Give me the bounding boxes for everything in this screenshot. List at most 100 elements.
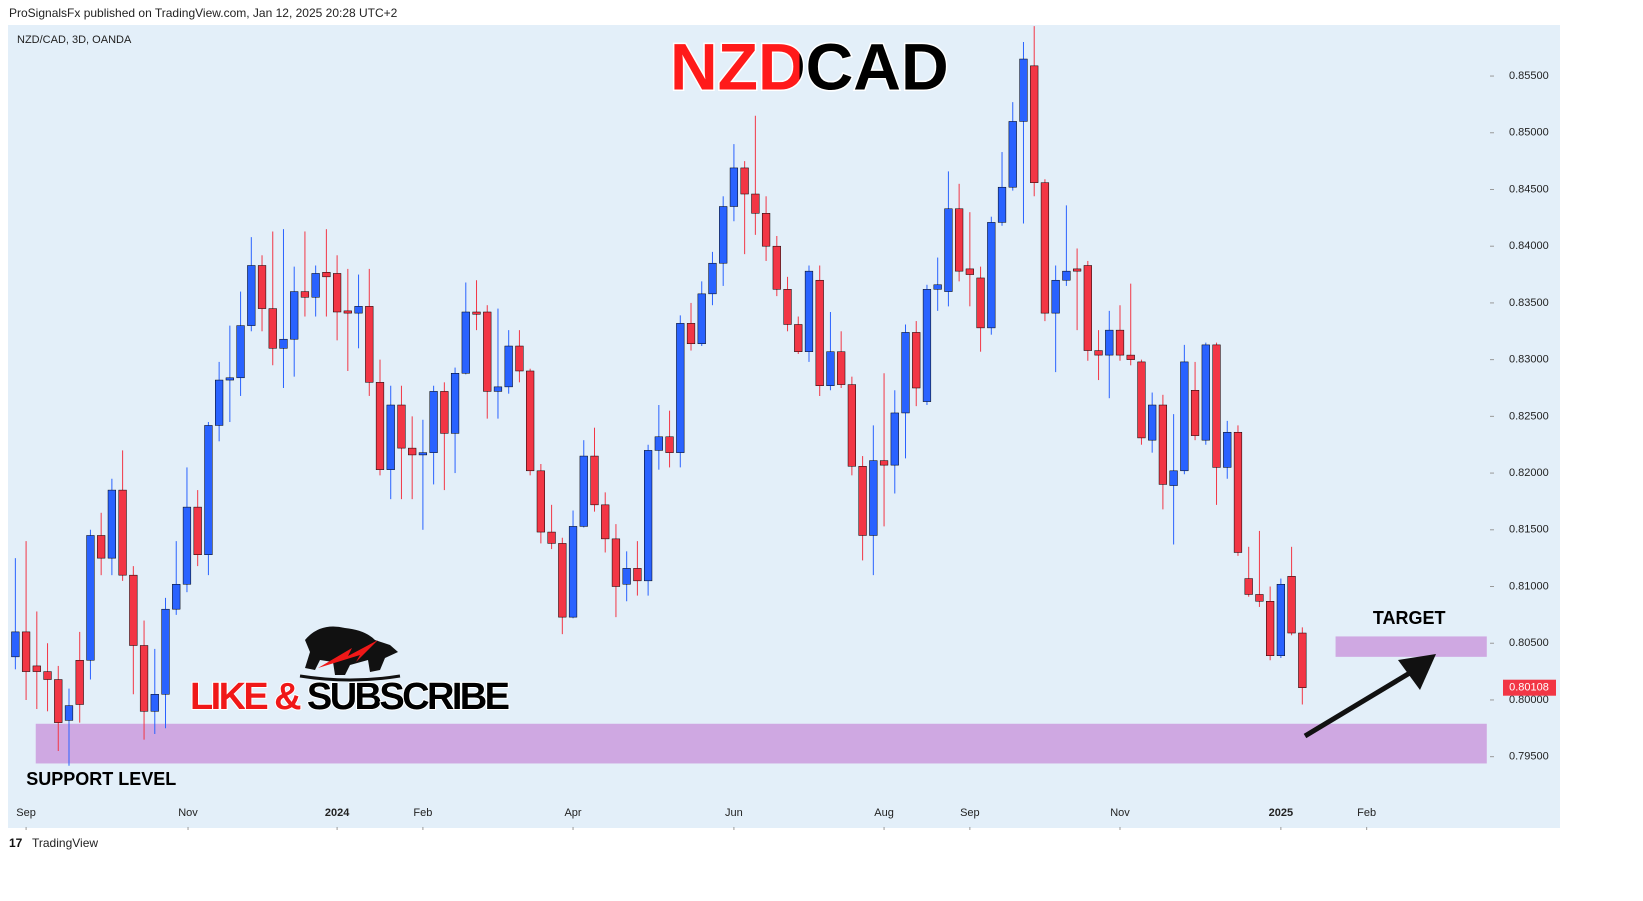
- candle-body: [729, 167, 739, 207]
- x-tick-label: Sep: [960, 807, 980, 819]
- candle-body: [761, 213, 771, 247]
- candle-body: [644, 450, 653, 582]
- candle-body: [1137, 361, 1146, 439]
- candle-body: [1233, 431, 1243, 553]
- candle-body: [204, 425, 213, 556]
- candle-body: [311, 273, 320, 298]
- candle-body: [1298, 632, 1307, 688]
- candle-body: [997, 186, 1007, 223]
- candle-body: [1201, 344, 1210, 441]
- candle-body: [526, 370, 535, 472]
- candle-body: [1244, 578, 1253, 595]
- candle-body: [1266, 601, 1275, 656]
- candle-body: [676, 323, 685, 453]
- candle-body: [611, 538, 621, 587]
- candle-body: [1062, 270, 1071, 281]
- candle-body: [21, 631, 31, 672]
- candle-body: [965, 268, 974, 275]
- symbol-label: NZD/CAD, 3D, OANDA: [17, 34, 132, 46]
- candle-body: [429, 391, 438, 453]
- candle-body: [139, 645, 149, 712]
- x-tick-label: 2024: [325, 807, 350, 819]
- candle-body: [1051, 279, 1060, 314]
- candle-body: [450, 373, 460, 434]
- last-price-box: [1503, 679, 1556, 696]
- candle-body: [236, 325, 245, 379]
- candle-body: [107, 489, 116, 559]
- candle-body: [1072, 268, 1082, 272]
- candle-body: [622, 568, 631, 585]
- candle-body: [97, 535, 106, 559]
- x-tick-label: Feb: [413, 807, 432, 819]
- candle-body: [601, 504, 610, 540]
- y-tick-label: 0.81500: [1509, 524, 1549, 536]
- candle-body: [118, 489, 127, 576]
- candle-body: [279, 338, 288, 349]
- candle-body: [837, 351, 846, 385]
- candle-body: [590, 455, 599, 506]
- candle-body: [654, 436, 663, 451]
- candle-body: [558, 543, 567, 618]
- y-tick-label: 0.83000: [1509, 354, 1549, 366]
- bull-logo: [299, 626, 401, 682]
- candle-body: [365, 306, 374, 383]
- candle-body: [579, 455, 588, 527]
- candle-body: [182, 506, 192, 585]
- y-tick-label: 0.81000: [1509, 580, 1549, 592]
- y-tick-label: 0.82000: [1509, 467, 1549, 479]
- candle-body: [1190, 390, 1200, 436]
- zone: [35, 723, 1487, 764]
- candle-body: [944, 208, 953, 292]
- candle-body: [955, 208, 964, 272]
- candle-body: [54, 679, 63, 723]
- x-tick-label: Feb: [1357, 807, 1376, 819]
- candle-body: [343, 310, 352, 314]
- candle-body: [472, 311, 481, 315]
- candle-body: [794, 324, 803, 352]
- candle-body: [826, 351, 835, 386]
- zone: [1335, 636, 1487, 657]
- candle-body: [1180, 361, 1189, 472]
- candle-body: [547, 531, 556, 544]
- y-tick-label: 0.79500: [1509, 751, 1549, 763]
- candle-body: [890, 412, 899, 466]
- x-tick-label: Jun: [725, 807, 743, 819]
- candle-body: [161, 608, 170, 695]
- candle-body: [1158, 404, 1168, 485]
- candle-body: [1287, 576, 1296, 634]
- y-tick-label: 0.83500: [1509, 297, 1549, 309]
- promo-text: LIKE & SUBSCRIBE: [190, 676, 510, 718]
- candle-body: [257, 265, 267, 309]
- candle-body: [11, 631, 20, 658]
- candle-body: [129, 574, 138, 646]
- candle-body: [354, 306, 363, 314]
- footer: TradingView: [32, 836, 98, 850]
- y-tick-label: 0.80000: [1509, 694, 1549, 706]
- candle-body: [1083, 265, 1092, 351]
- candle-body: [568, 526, 578, 618]
- candle-body: [987, 222, 996, 329]
- candle-body: [869, 460, 878, 536]
- candle-body: [1094, 350, 1103, 356]
- candle-body: [150, 694, 159, 712]
- candle-body: [1276, 583, 1285, 656]
- candle-body: [32, 665, 41, 672]
- candle-body: [772, 245, 781, 290]
- candle-body: [440, 391, 449, 434]
- x-tick-label: Nov: [178, 807, 198, 819]
- candle-body: [1030, 65, 1039, 183]
- candle-body: [879, 460, 889, 466]
- header: ProSignalsFx published on TradingView.co…: [9, 6, 398, 20]
- candle-body: [1115, 329, 1125, 356]
- candle-body: [912, 332, 921, 389]
- candle-body: [1148, 404, 1157, 441]
- last-price-label: 0.80108: [1509, 682, 1549, 694]
- candle-body: [290, 291, 299, 340]
- candle-body: [332, 273, 342, 313]
- candle-body: [1040, 182, 1050, 314]
- candle-body: [504, 345, 513, 388]
- y-tick-label: 0.84000: [1509, 240, 1549, 252]
- candle-body: [483, 311, 492, 392]
- chart-background: [8, 25, 1560, 828]
